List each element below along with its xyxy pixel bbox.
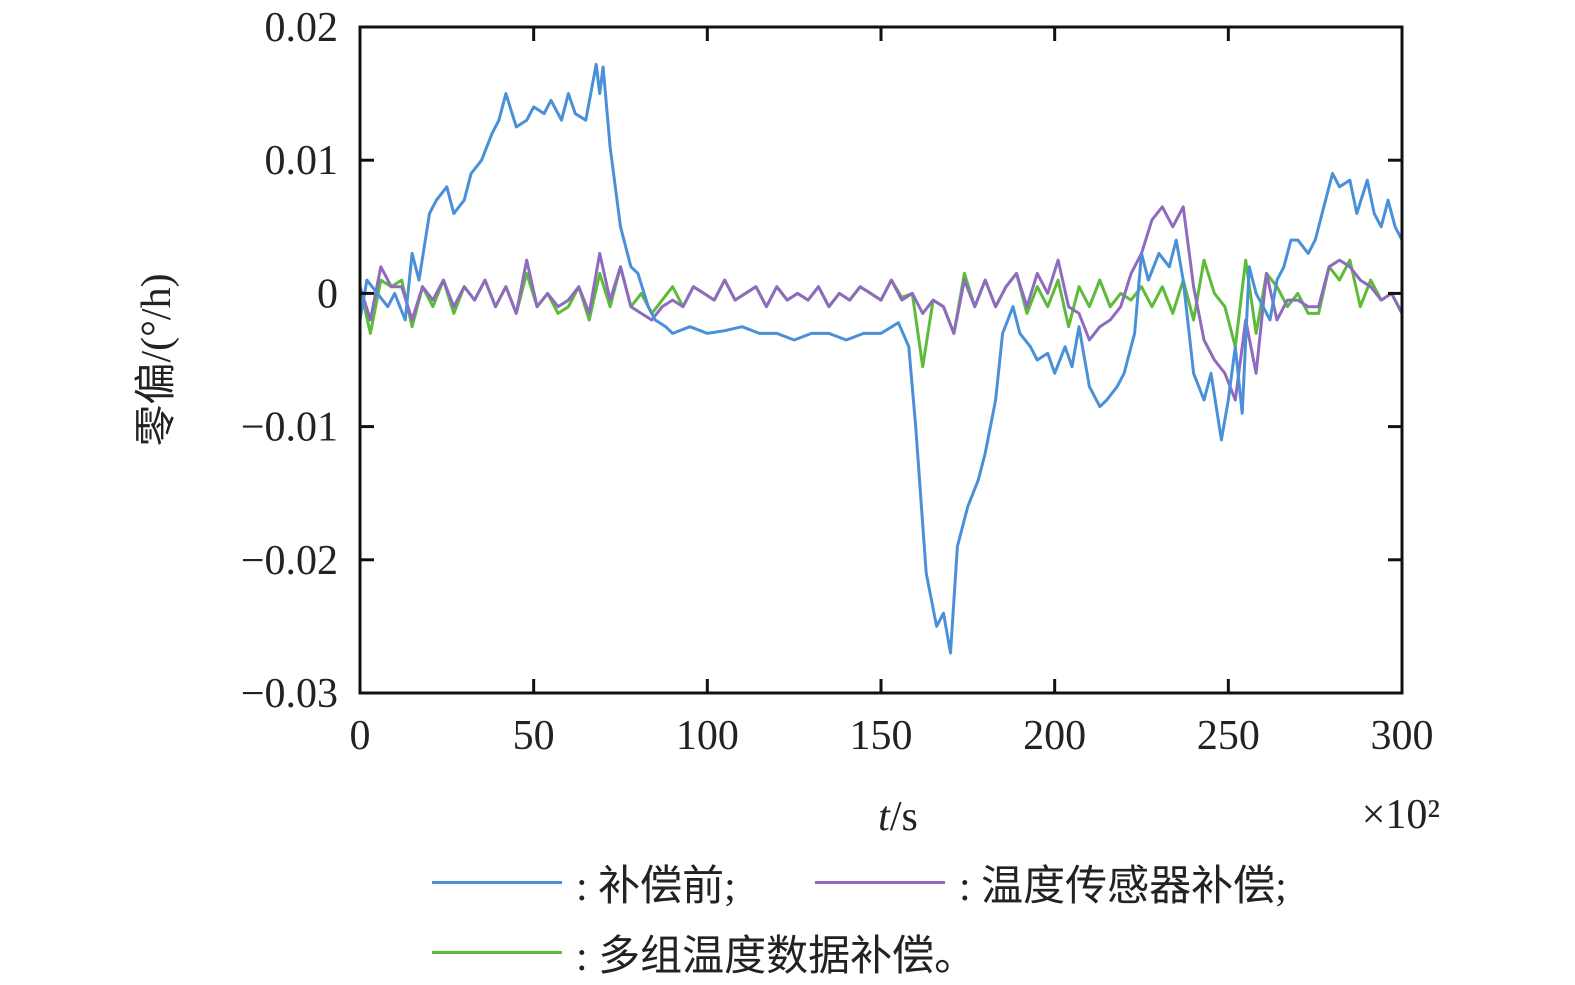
- legend-item-before: : 补偿前;: [432, 852, 736, 913]
- x-axis-label-unit: /s: [890, 794, 918, 840]
- x-axis-multiplier: ×10²: [1362, 792, 1440, 838]
- x-tick-label: 0: [350, 713, 371, 759]
- legend-label-multi: : 多组温度数据补偿。: [576, 934, 977, 980]
- y-tick-label: 0: [317, 271, 338, 317]
- series-sensor-compensation: [358, 205, 1404, 402]
- legend-swatch-sensor: [815, 881, 945, 884]
- legend-label-before: : 补偿前;: [576, 864, 736, 910]
- x-tick-label: 250: [1197, 713, 1260, 759]
- y-tick-label: 0.02: [265, 5, 339, 51]
- x-tick-label: 300: [1371, 713, 1434, 759]
- series-layer: [358, 62, 1404, 655]
- x-axis-label-var: t: [878, 794, 891, 840]
- x-tick-label: 100: [676, 713, 739, 759]
- x-tick-label: 150: [850, 713, 913, 759]
- y-tick-label: −0.01: [241, 405, 338, 451]
- series-before-compensation: [358, 62, 1404, 655]
- legend-swatch-before: [432, 881, 562, 884]
- x-tick-label: 50: [513, 713, 555, 759]
- axis-ticks: 0 50 100 150 200 250 300 0.02 0.01 0 −0.01 −0.02 −0.…: [241, 5, 1434, 759]
- x-tick-label: 200: [1023, 713, 1086, 759]
- x-axis-label: t/s: [878, 794, 918, 840]
- legend-label-sensor: : 温度传感器补偿;: [959, 864, 1287, 910]
- y-tick-label: 0.01: [265, 138, 339, 184]
- y-tick-label: −0.02: [241, 538, 338, 584]
- legend-item-sensor: : 温度传感器补偿;: [815, 852, 1287, 913]
- legend-item-multi: : 多组温度数据补偿。: [432, 922, 976, 983]
- y-axis-label: 零偏/(°/h): [134, 273, 180, 446]
- y-tick-label: −0.03: [241, 671, 338, 717]
- legend-swatch-multi: [432, 951, 562, 954]
